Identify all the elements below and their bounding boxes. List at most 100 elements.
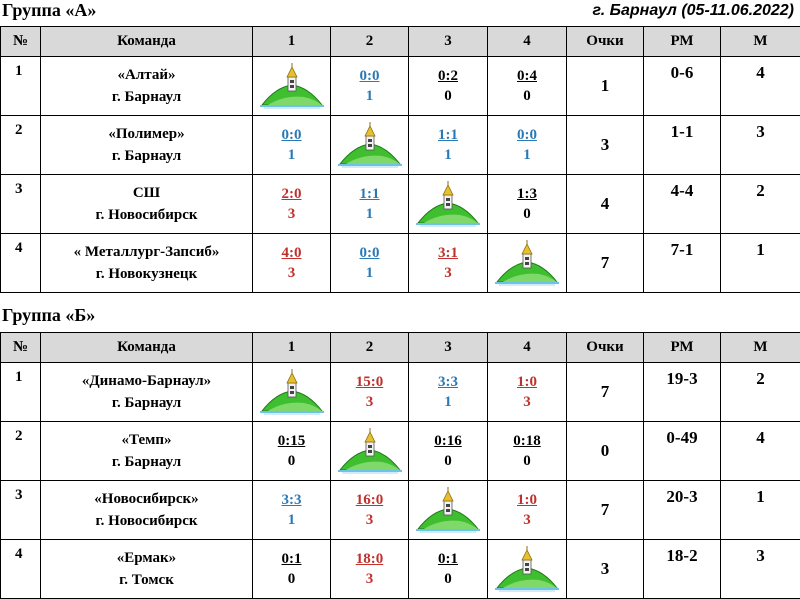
total-points: 7 — [567, 234, 644, 293]
match-score: 15:0 — [331, 372, 408, 392]
match-score: 4:0 — [253, 243, 330, 263]
team-cell: «Новосибирск»г. Новосибирск — [41, 481, 253, 540]
team-city: г. Новосибирск — [41, 510, 252, 532]
place: 1 — [721, 481, 800, 540]
match-points: 1 — [331, 204, 408, 224]
self-match-cell — [488, 540, 567, 599]
match-points: 0 — [253, 569, 330, 589]
col-header-1: 1 — [253, 27, 331, 57]
match-points: 0 — [409, 86, 487, 106]
team-name: «Ермак» — [41, 547, 252, 569]
match-points: 1 — [331, 86, 408, 106]
col-header-rm: РМ — [644, 333, 721, 363]
total-points: 7 — [567, 481, 644, 540]
match-score: 1:0 — [488, 490, 566, 510]
team-cell: « Металлург-Запсиб»г. Новокузнецк — [41, 234, 253, 293]
match-points: 0 — [488, 451, 566, 471]
match-score: 3:1 — [409, 243, 487, 263]
team-cell: «Алтай»г. Барнаул — [41, 57, 253, 116]
match-points: 3 — [488, 392, 566, 412]
match-score: 0:16 — [409, 431, 487, 451]
match-points: 1 — [253, 145, 330, 165]
col-header-num: № — [1, 333, 41, 363]
team-cell: «Динамо-Барнаул»г. Барнаул — [41, 363, 253, 422]
row-number: 2 — [1, 116, 41, 175]
team-city: г. Барнаул — [41, 392, 252, 414]
goal-difference: 4-4 — [644, 175, 721, 234]
self-match-cell — [409, 175, 488, 234]
match-score: 0:1 — [253, 549, 330, 569]
row-number: 3 — [1, 175, 41, 234]
self-match-cell — [253, 363, 331, 422]
col-header-2: 2 — [331, 27, 409, 57]
match-score: 1:1 — [409, 125, 487, 145]
place: 2 — [721, 175, 800, 234]
team-name: «Темп» — [41, 429, 252, 451]
match-score: 1:1 — [331, 184, 408, 204]
self-match-cell — [331, 116, 409, 175]
match-score: 18:0 — [331, 549, 408, 569]
col-header-rm: РМ — [644, 27, 721, 57]
col-header-4: 4 — [488, 27, 567, 57]
col-header-points: Очки — [567, 27, 644, 57]
hill-tower-icon — [338, 122, 402, 168]
col-header-1: 1 — [253, 333, 331, 363]
col-header-num: № — [1, 27, 41, 57]
place: 2 — [721, 363, 800, 422]
match-score: 1:0 — [488, 372, 566, 392]
self-match-cell — [488, 234, 567, 293]
match-score: 0:18 — [488, 431, 566, 451]
team-name: « Металлург-Запсиб» — [41, 241, 252, 263]
place: 3 — [721, 540, 800, 599]
table-header-row: № Команда 1 2 3 4 Очки РМ М — [1, 333, 800, 363]
goal-difference: 7-1 — [644, 234, 721, 293]
total-points: 7 — [567, 363, 644, 422]
total-points: 0 — [567, 422, 644, 481]
col-header-4: 4 — [488, 333, 567, 363]
row-number: 4 — [1, 540, 41, 599]
total-points: 3 — [567, 116, 644, 175]
team-city: г. Барнаул — [41, 451, 252, 473]
match-score: 2:0 — [253, 184, 330, 204]
match-points: 0 — [488, 86, 566, 106]
self-match-cell — [331, 422, 409, 481]
row-number: 3 — [1, 481, 41, 540]
match-points: 3 — [253, 263, 330, 283]
match-points: 1 — [331, 263, 408, 283]
col-header-3: 3 — [409, 27, 488, 57]
team-city: г. Барнаул — [41, 145, 252, 167]
goal-difference: 19-3 — [644, 363, 721, 422]
match-points: 3 — [331, 392, 408, 412]
match-points: 3 — [488, 510, 566, 530]
total-points: 4 — [567, 175, 644, 234]
team-cell: «Полимер»г. Барнаул — [41, 116, 253, 175]
hill-tower-icon — [495, 546, 559, 592]
match-points: 0 — [488, 204, 566, 224]
team-city: г. Томск — [41, 569, 252, 591]
team-city: г. Новосибирск — [41, 204, 252, 226]
match-points: 0 — [253, 451, 330, 471]
col-header-points: Очки — [567, 333, 644, 363]
match-points: 3 — [331, 510, 408, 530]
team-name: «Динамо-Барнаул» — [41, 370, 252, 392]
col-header-2: 2 — [331, 333, 409, 363]
match-score: 0:4 — [488, 66, 566, 86]
team-name: «Новосибирск» — [41, 488, 252, 510]
